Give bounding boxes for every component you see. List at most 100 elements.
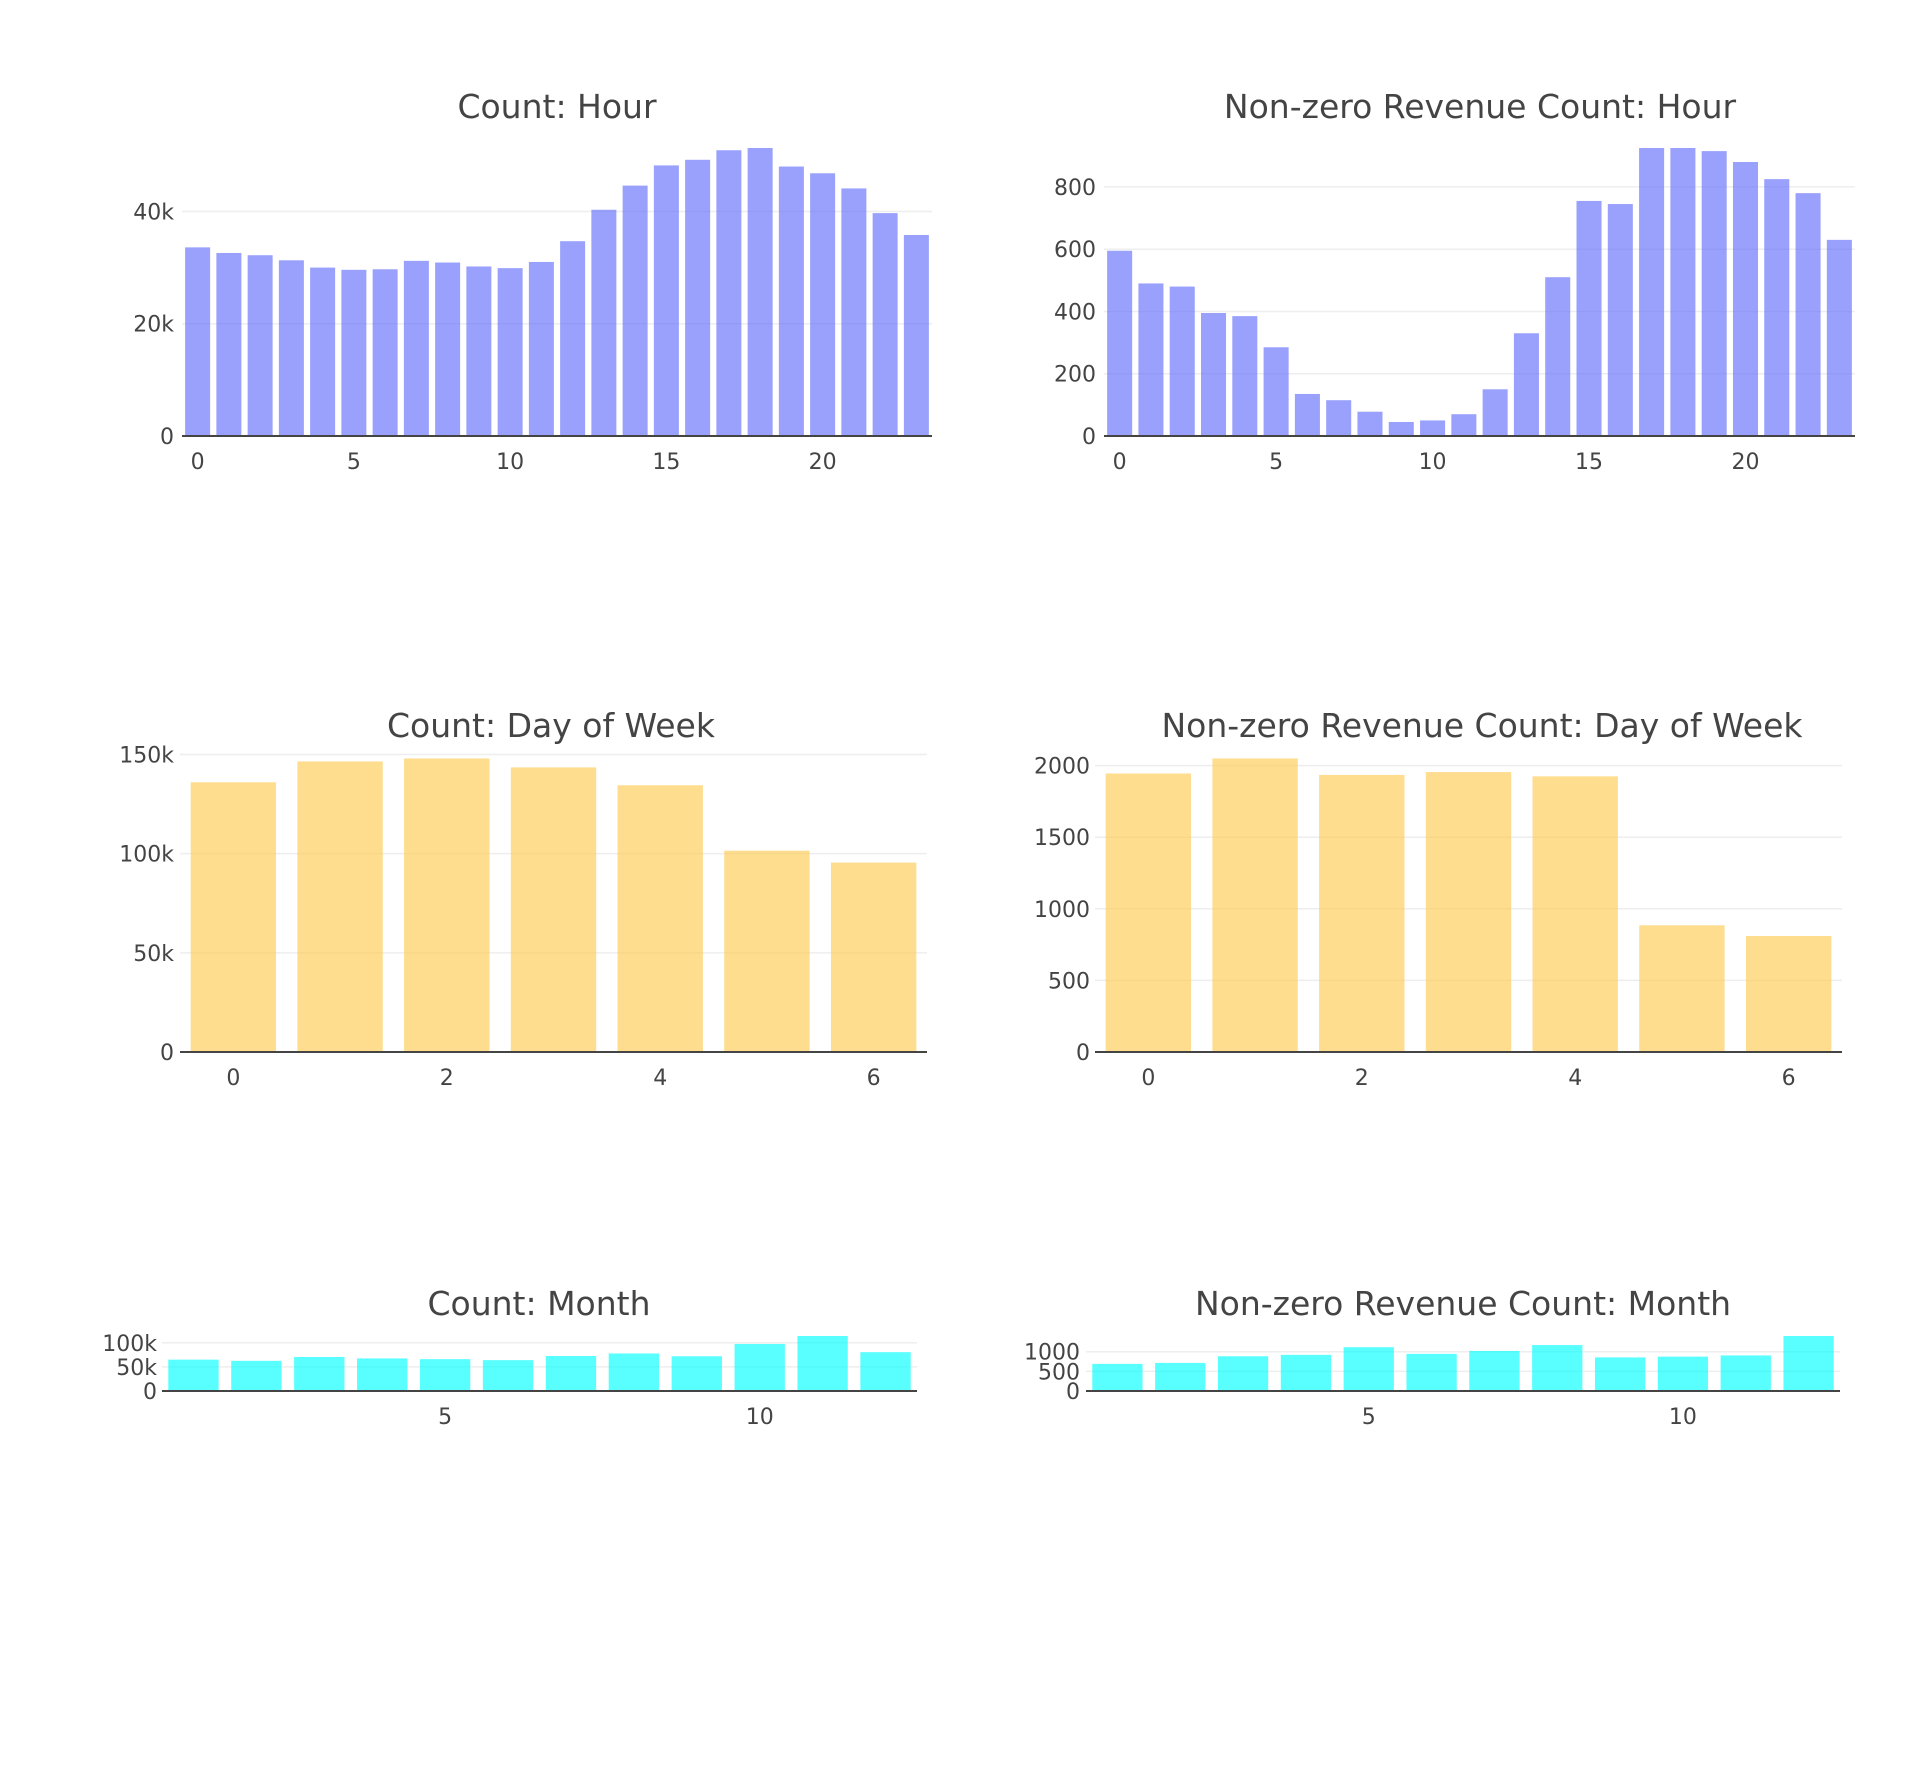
bar[interactable] (1406, 1353, 1457, 1391)
bar[interactable] (310, 267, 336, 436)
bar[interactable] (278, 260, 304, 436)
bar[interactable] (1482, 389, 1508, 436)
bar[interactable] (671, 1356, 722, 1391)
bar[interactable] (1594, 1357, 1646, 1391)
bar[interactable] (653, 165, 679, 436)
bar[interactable] (1607, 204, 1633, 436)
bar[interactable] (1425, 772, 1512, 1052)
bar[interactable] (1105, 773, 1192, 1052)
bar[interactable] (1826, 239, 1852, 436)
x-tick-label: 4 (653, 1066, 667, 1091)
bar[interactable] (510, 767, 597, 1052)
bar[interactable] (482, 1360, 534, 1391)
y-tick-label: 0 (1082, 425, 1096, 450)
bar[interactable] (466, 266, 492, 436)
bar[interactable] (1232, 316, 1258, 436)
bar[interactable] (1217, 1356, 1269, 1391)
bar[interactable] (1576, 200, 1602, 436)
bar[interactable] (608, 1353, 660, 1391)
bar[interactable] (528, 261, 554, 436)
bar[interactable] (341, 269, 367, 436)
bar[interactable] (419, 1359, 471, 1391)
bar[interactable] (1294, 393, 1320, 436)
bar[interactable] (1107, 250, 1133, 436)
bar[interactable] (1745, 936, 1832, 1052)
bar[interactable] (1532, 776, 1618, 1052)
bar[interactable] (1513, 333, 1539, 436)
bar[interactable] (797, 1336, 848, 1391)
subplot-title: Count: Month (427, 1284, 650, 1323)
bar[interactable] (1451, 414, 1477, 436)
bar[interactable] (810, 173, 836, 436)
bar[interactable] (1701, 151, 1727, 436)
bar[interactable] (1326, 400, 1352, 436)
bar[interactable] (216, 252, 242, 436)
bar[interactable] (1545, 277, 1571, 436)
bar[interactable] (1657, 1356, 1709, 1391)
bar[interactable] (435, 262, 461, 436)
bar[interactable] (724, 850, 810, 1052)
bar[interactable] (1532, 1345, 1583, 1391)
bar[interactable] (1319, 774, 1405, 1052)
x-tick-label: 10 (1419, 450, 1447, 475)
bar[interactable] (622, 185, 648, 436)
bar[interactable] (716, 150, 742, 437)
x-tick-label: 6 (1782, 1066, 1796, 1091)
bar[interactable] (685, 159, 711, 436)
bar[interactable] (734, 1343, 785, 1391)
bar[interactable] (1357, 411, 1383, 436)
y-tick-label: 0 (160, 425, 174, 450)
bar[interactable] (185, 247, 211, 436)
bar[interactable] (1732, 162, 1758, 436)
bar[interactable] (403, 260, 429, 436)
bar[interactable] (617, 785, 703, 1052)
subplot-title: Non-zero Revenue Count: Hour (1224, 87, 1737, 126)
bar[interactable] (1670, 148, 1696, 436)
bar[interactable] (190, 782, 277, 1052)
bar[interactable] (872, 213, 898, 436)
bar[interactable] (1155, 1362, 1206, 1391)
x-tick-label: 0 (1141, 1066, 1155, 1091)
y-tick-label: 600 (1054, 238, 1096, 263)
bar[interactable] (372, 269, 398, 436)
bar[interactable] (1280, 1354, 1332, 1391)
bar[interactable] (1343, 1347, 1394, 1391)
bar[interactable] (1720, 1355, 1771, 1391)
bar[interactable] (1639, 925, 1725, 1052)
bar[interactable] (1092, 1363, 1143, 1391)
bar[interactable] (860, 1352, 911, 1391)
subplot-title: Count: Day of Week (387, 706, 716, 745)
bar[interactable] (1639, 148, 1665, 436)
bar[interactable] (903, 235, 929, 436)
bar[interactable] (1138, 283, 1164, 436)
bar[interactable] (1201, 313, 1227, 436)
bar[interactable] (1388, 421, 1414, 436)
bar[interactable] (1764, 179, 1790, 436)
bar[interactable] (247, 255, 273, 436)
bar[interactable] (830, 862, 917, 1052)
bar[interactable] (404, 758, 490, 1052)
bar[interactable] (1795, 193, 1821, 436)
bar[interactable] (1420, 420, 1446, 436)
bar[interactable] (1212, 758, 1298, 1052)
bar[interactable] (297, 761, 383, 1052)
y-tick-label: 0 (143, 1380, 157, 1405)
bar[interactable] (545, 1356, 597, 1391)
bar[interactable] (357, 1358, 408, 1391)
bar[interactable] (1169, 286, 1195, 436)
bar[interactable] (778, 166, 804, 437)
bar[interactable] (591, 209, 617, 436)
x-tick-label: 0 (226, 1066, 240, 1091)
bar[interactable] (1263, 347, 1289, 436)
x-tick-label: 5 (347, 450, 361, 475)
bar[interactable] (497, 268, 523, 436)
bar[interactable] (747, 148, 773, 436)
bar[interactable] (560, 241, 586, 436)
bar[interactable] (231, 1360, 282, 1391)
bar[interactable] (1469, 1350, 1520, 1391)
bar[interactable] (294, 1356, 345, 1391)
bar[interactable] (841, 188, 867, 436)
bar[interactable] (1783, 1336, 1834, 1391)
bar[interactable] (168, 1359, 219, 1391)
